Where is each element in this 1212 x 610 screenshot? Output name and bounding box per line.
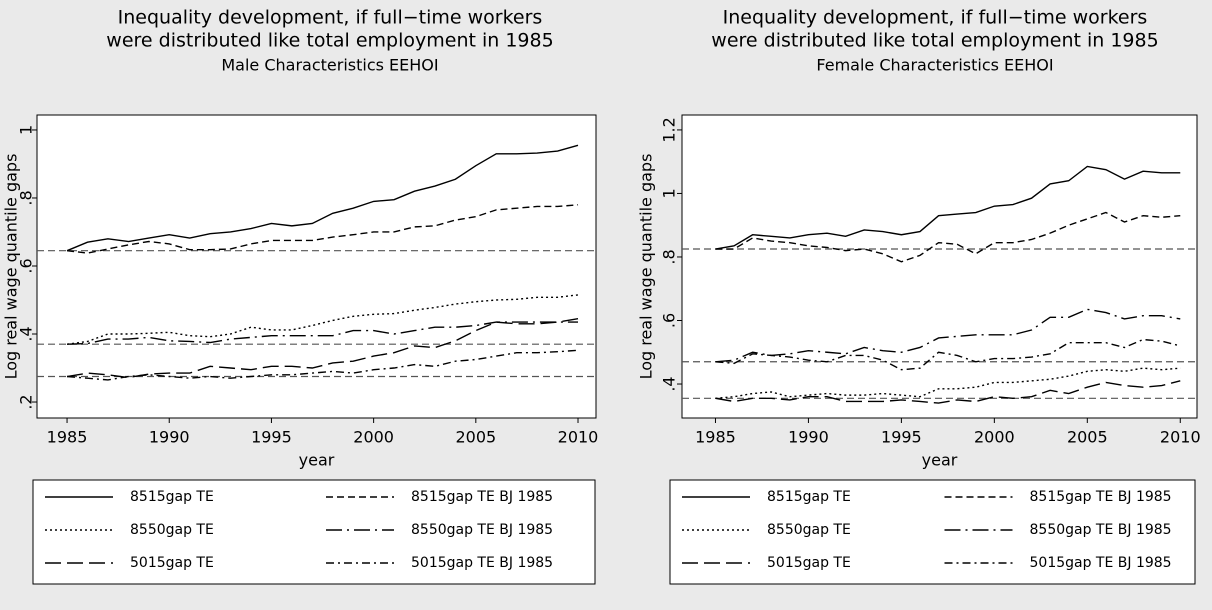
x-tick-label: 1995 bbox=[251, 428, 292, 447]
legend-label: 8550gap TE bbox=[130, 522, 214, 538]
y-tick-label: 1 bbox=[17, 125, 36, 135]
plot-area bbox=[36, 114, 597, 419]
legend-box bbox=[32, 479, 596, 585]
x-tick-label: 1985 bbox=[695, 428, 736, 447]
series-line bbox=[715, 211, 1181, 263]
x-tick-label: 1990 bbox=[788, 428, 829, 447]
series-line bbox=[715, 165, 1181, 250]
chart-subtitle: Female Characteristics EEHOI bbox=[816, 56, 1053, 75]
y-tick-label: .4 bbox=[17, 326, 36, 341]
series-line bbox=[66, 204, 579, 254]
legend-label: 8550gap TE BJ 1985 bbox=[411, 522, 553, 538]
legend-label: 5015gap TE BJ 1985 bbox=[1030, 555, 1172, 571]
legend-label: 8515gap TE bbox=[767, 489, 851, 505]
chart-title: Inequality development, if full−time wor… bbox=[723, 7, 1148, 29]
x-tick-label: 2010 bbox=[558, 428, 599, 447]
legend-label: 5015gap TE bbox=[130, 555, 214, 571]
chart-title: were distributed like total employment i… bbox=[106, 30, 553, 52]
y-axis-label: Log real wage quantile gaps bbox=[637, 154, 656, 380]
legend-label: 8515gap TE BJ 1985 bbox=[1030, 489, 1172, 505]
x-tick-label: 2005 bbox=[455, 428, 496, 447]
legend-label: 8550gap TE bbox=[767, 522, 851, 538]
y-tick-label: 1 bbox=[660, 188, 679, 198]
y-tick-label: .8 bbox=[660, 249, 679, 264]
legend-label: 8550gap TE BJ 1985 bbox=[1030, 522, 1172, 538]
plot-area bbox=[681, 114, 1198, 419]
legend-label: 8515gap TE BJ 1985 bbox=[411, 489, 553, 505]
legend-label: 5015gap TE bbox=[767, 555, 851, 571]
legend-label: 5015gap TE BJ 1985 bbox=[411, 555, 553, 571]
y-tick-label: .6 bbox=[660, 313, 679, 328]
y-tick-label: 1.2 bbox=[660, 117, 679, 142]
x-axis-label: year bbox=[299, 451, 335, 470]
series-line bbox=[66, 144, 579, 252]
series-line bbox=[715, 367, 1181, 400]
x-tick-label: 1990 bbox=[149, 428, 190, 447]
y-tick-label: .4 bbox=[660, 376, 679, 391]
chart-title: Inequality development, if full−time wor… bbox=[118, 7, 543, 29]
x-tick-label: 1985 bbox=[47, 428, 88, 447]
legend-box bbox=[669, 479, 1196, 585]
x-tick-label: 2000 bbox=[974, 428, 1015, 447]
x-axis-label: year bbox=[922, 451, 958, 470]
x-tick-label: 2005 bbox=[1067, 428, 1108, 447]
series-line bbox=[66, 349, 579, 381]
y-tick-label: .2 bbox=[17, 394, 36, 409]
series-line bbox=[715, 380, 1181, 404]
y-tick-label: .8 bbox=[17, 190, 36, 205]
series-line bbox=[67, 321, 579, 345]
chart-title: were distributed like total employment i… bbox=[711, 30, 1158, 52]
series-line bbox=[715, 308, 1181, 363]
chart-subtitle: Male Characteristics EEHOI bbox=[221, 56, 438, 75]
x-tick-label: 2000 bbox=[353, 428, 394, 447]
x-tick-label: 1995 bbox=[881, 428, 922, 447]
series-line bbox=[66, 294, 579, 345]
y-tick-label: .6 bbox=[17, 258, 36, 273]
y-axis-label: Log real wage quantile gaps bbox=[2, 154, 21, 380]
legend-label: 8515gap TE bbox=[130, 489, 214, 505]
x-tick-label: 2010 bbox=[1160, 428, 1201, 447]
